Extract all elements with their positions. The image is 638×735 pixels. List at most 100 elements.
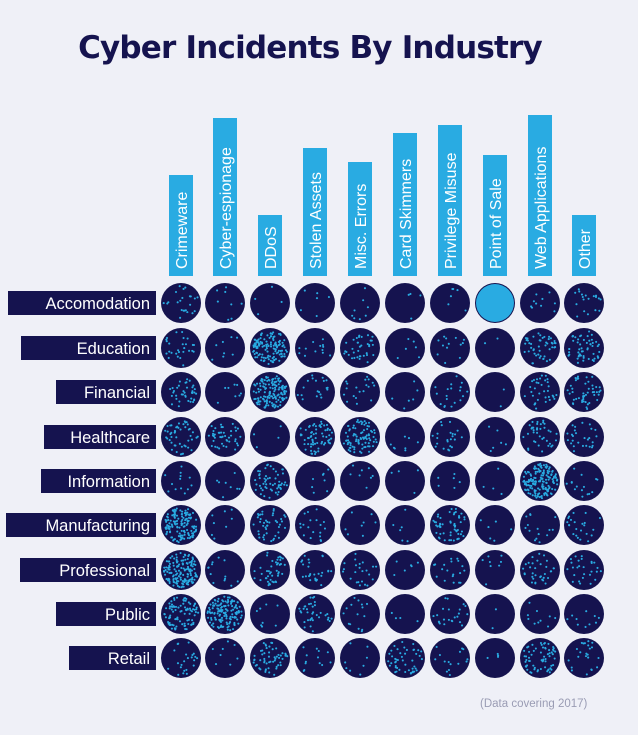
heatmap-cell [250,372,290,412]
row-label: Financial [84,384,150,402]
heatmap-cell [295,505,335,545]
row-label: Education [77,340,150,358]
heatmap-cell [250,550,290,590]
row-label: Manufacturing [45,517,150,535]
column-label: Privilege Misuse [443,152,460,269]
column-label-box [258,215,282,276]
column-label-box [528,115,552,276]
column-label-box [169,175,193,276]
heatmap-cell [250,328,290,368]
heatmap-cell [250,461,290,501]
heatmap-cell [475,283,515,323]
row-label: Healthcare [70,429,150,447]
heatmap-cell [161,550,201,590]
row-label: Professional [59,562,150,580]
heatmap-cell [430,594,470,634]
column-label-box [572,215,596,276]
heatmap-cell [385,638,425,678]
heatmap-cell [430,417,470,457]
data-footnote: (Data covering 2017) [480,698,588,710]
column-label: Other [577,228,594,269]
heatmap-cell [520,550,560,590]
column-label-box [393,133,417,276]
heatmap-cell [385,372,425,412]
heatmap-cell [205,328,245,368]
column-label: Misc. Errors [353,184,370,269]
heatmap-cell [385,550,425,590]
heatmap-cell [564,550,604,590]
heatmap-cell [564,283,604,323]
row-label-box [44,425,156,449]
column-labels: Crimeware Cyber-espionage DDoS Stolen Asset… [169,115,596,276]
column-label-box [483,155,507,276]
heatmap-cell [564,372,604,412]
heatmap-cell [520,505,560,545]
heatmap-cell [250,417,290,457]
heatmap-cell [564,328,604,368]
heatmap-cell [295,372,335,412]
heatmap-cell [385,505,425,545]
heatmap-cell [340,505,380,545]
heatmap-cell [430,550,470,590]
heatmap-cell [564,505,604,545]
cell-grid [161,283,604,678]
column-label-box [438,125,462,276]
heatmap-cell [295,594,335,634]
heatmap-cell [340,283,380,323]
column-label: Crimeware [174,192,191,269]
heatmap-cell [520,461,560,501]
column-label: DDoS [263,226,280,269]
heatmap-cell [385,594,425,634]
heatmap-cell [295,638,335,678]
column-label: Stolen Assets [308,172,325,269]
heatmap-cell [520,328,560,368]
column-label-box [348,162,372,276]
row-label: Information [67,473,150,491]
heatmap-cell [385,283,425,323]
heatmap-cell [475,328,515,368]
heatmap-cell [205,638,245,678]
heatmap-cell [205,417,245,457]
heatmap-cell [295,550,335,590]
heatmap-cell [161,417,201,457]
heatmap-cell [520,283,560,323]
heatmap-cell [520,372,560,412]
heatmap-cell [340,328,380,368]
heatmap-cell [205,594,245,634]
heatmap-cell [161,328,201,368]
heatmap-cell [385,328,425,368]
heatmap-cell [385,417,425,457]
heatmap-cell [564,461,604,501]
row-label-box [56,380,156,404]
heatmap-cell [295,328,335,368]
heatmap-cell [520,638,560,678]
row-label-box [56,602,156,626]
heatmap-cell [340,417,380,457]
heatmap-cell [564,417,604,457]
heatmap-cell [161,638,201,678]
heatmap-cell [475,505,515,545]
heatmap-cell [475,550,515,590]
row-label: Public [105,606,150,624]
column-label: Card Skimmers [398,159,415,269]
row-labels: Accomodation Education Financial Healthcare… [6,291,156,670]
heatmap-cell [430,461,470,501]
column-label-box [303,148,327,276]
heatmap-cell [340,372,380,412]
column-label-box [213,118,237,276]
heatmap-cell [205,461,245,501]
row-label-box [41,469,156,493]
column-label: Cyber-espionage [218,147,235,269]
heatmap-cell [161,461,201,501]
heatmap-cell [161,372,201,412]
heatmap-cell [340,461,380,501]
heatmap-cell [564,594,604,634]
heatmap-cell [430,283,470,323]
row-label-box [6,513,156,537]
heatmap-cell [250,283,290,323]
column-label: Point of Sale [488,178,505,269]
heatmap-cell [520,594,560,634]
heatmap-cell [475,372,515,412]
heatmap-cell [475,461,515,501]
